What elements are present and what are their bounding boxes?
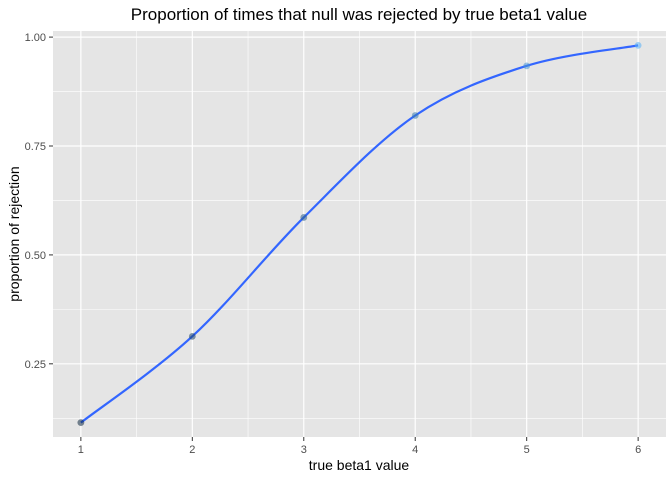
x-axis-title: true beta1 value <box>309 457 410 473</box>
x-tick-label: 4 <box>412 444 418 456</box>
x-axis: 1 2 3 4 5 6 <box>78 437 641 456</box>
y-tick-label: 0.50 <box>25 250 46 262</box>
major-grid <box>53 31 666 437</box>
minor-grid <box>53 31 666 437</box>
data-points <box>77 41 642 427</box>
x-tick-label: 3 <box>301 444 307 456</box>
y-axis: 0.25 0.50 0.75 1.00 <box>25 32 53 371</box>
y-tick-label: 0.75 <box>25 141 46 153</box>
x-tick-label: 1 <box>78 444 84 456</box>
x-tick-label: 2 <box>189 444 195 456</box>
data-point <box>300 214 308 221</box>
data-point <box>634 41 642 49</box>
data-point <box>523 62 531 70</box>
data-point <box>188 332 196 340</box>
x-tick-label: 6 <box>635 444 641 456</box>
chart-title: Proportion of times that null was reject… <box>131 5 587 24</box>
y-tick-label: 1.00 <box>25 32 46 44</box>
data-point <box>77 419 85 427</box>
y-axis-title: proportion of rejection <box>6 166 22 301</box>
x-tick-label: 5 <box>524 444 530 456</box>
y-tick-label: 0.25 <box>25 359 46 371</box>
data-point <box>411 112 419 119</box>
